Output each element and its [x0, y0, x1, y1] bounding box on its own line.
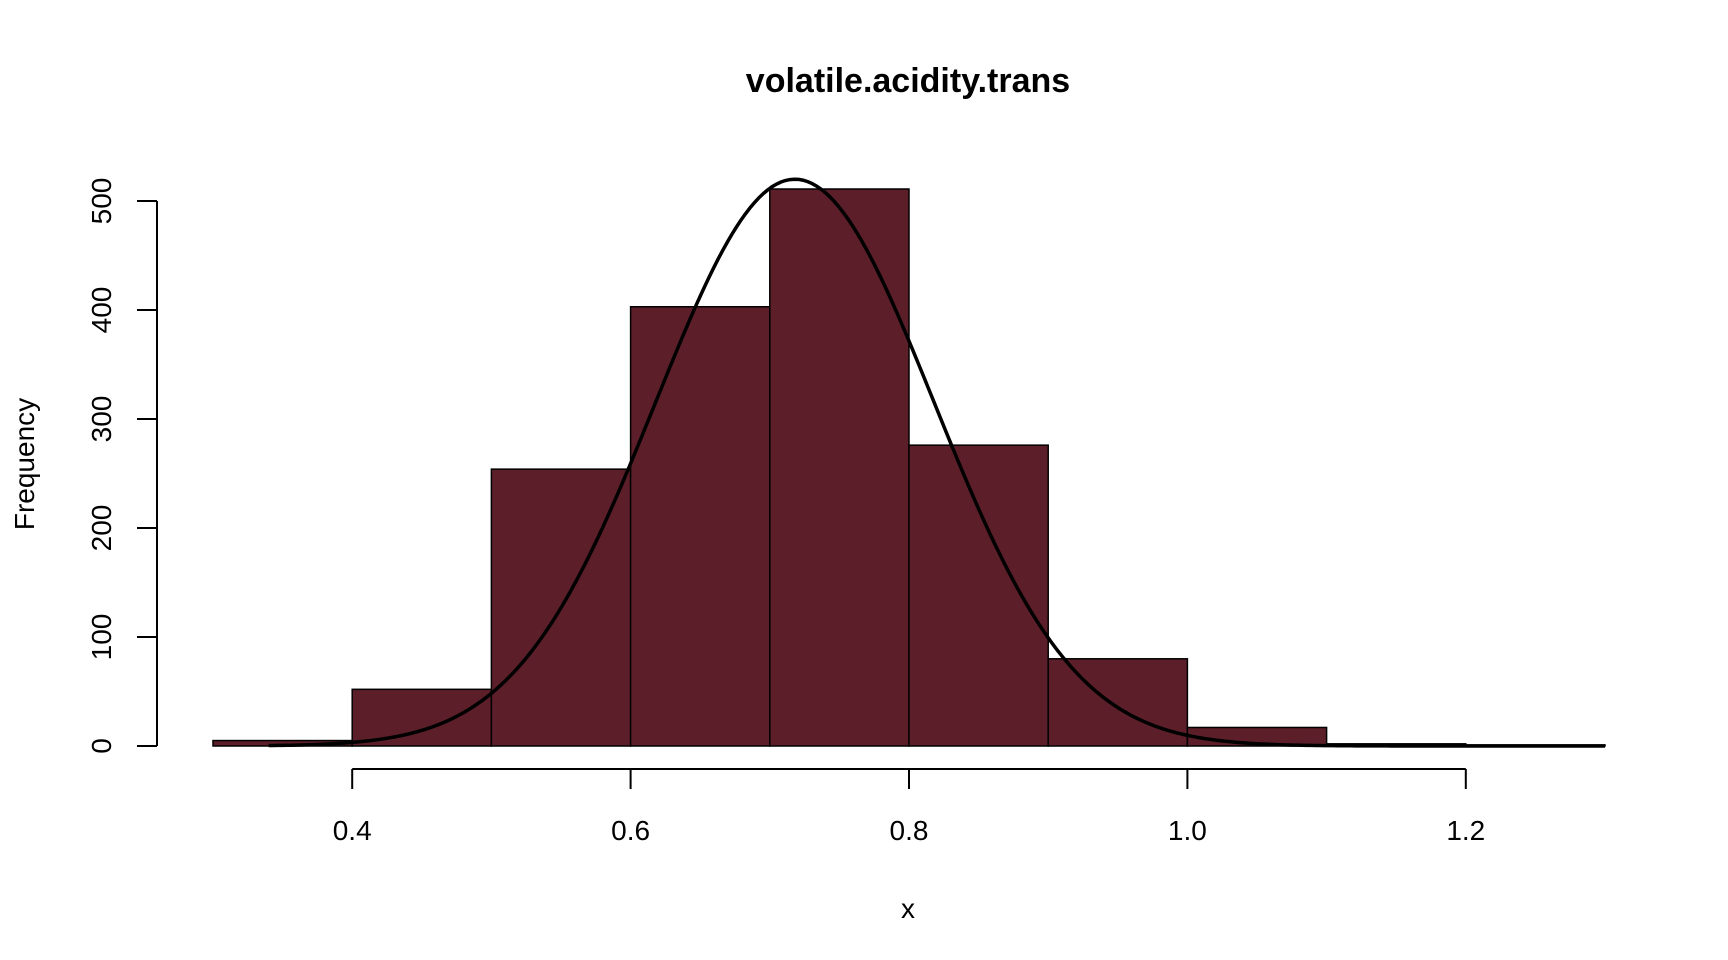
y-axis: 0 100 200 300 400 500 — [86, 178, 158, 754]
histogram-bar — [351, 688, 493, 747]
y-tick-label: 0 — [86, 738, 117, 754]
histogram-bar — [908, 444, 1049, 747]
x-tick-label: 0.6 — [611, 815, 650, 846]
x-tick-label: 0.4 — [333, 815, 372, 846]
y-axis-label: Frequency — [9, 398, 40, 530]
y-tick-label: 200 — [86, 505, 117, 552]
x-tick-label: 0.8 — [890, 815, 929, 846]
y-tick-label: 100 — [86, 614, 117, 661]
histogram-bar — [629, 305, 771, 747]
density-curve — [268, 177, 1605, 748]
chart-title: volatile.acidity.trans — [746, 62, 1070, 100]
x-tick-label: 1.2 — [1446, 815, 1485, 846]
x-tick-label: 1.0 — [1168, 815, 1207, 846]
bars-group — [212, 188, 1606, 747]
y-tick-label: 400 — [86, 287, 117, 334]
y-tick-label: 300 — [86, 396, 117, 443]
histogram-bar — [1047, 658, 1189, 747]
histogram-bar — [769, 188, 910, 747]
x-axis-label: x — [901, 893, 915, 924]
x-axis: 0.4 0.6 0.8 1.0 1.2 — [333, 768, 1485, 846]
y-tick-label: 500 — [86, 178, 117, 225]
